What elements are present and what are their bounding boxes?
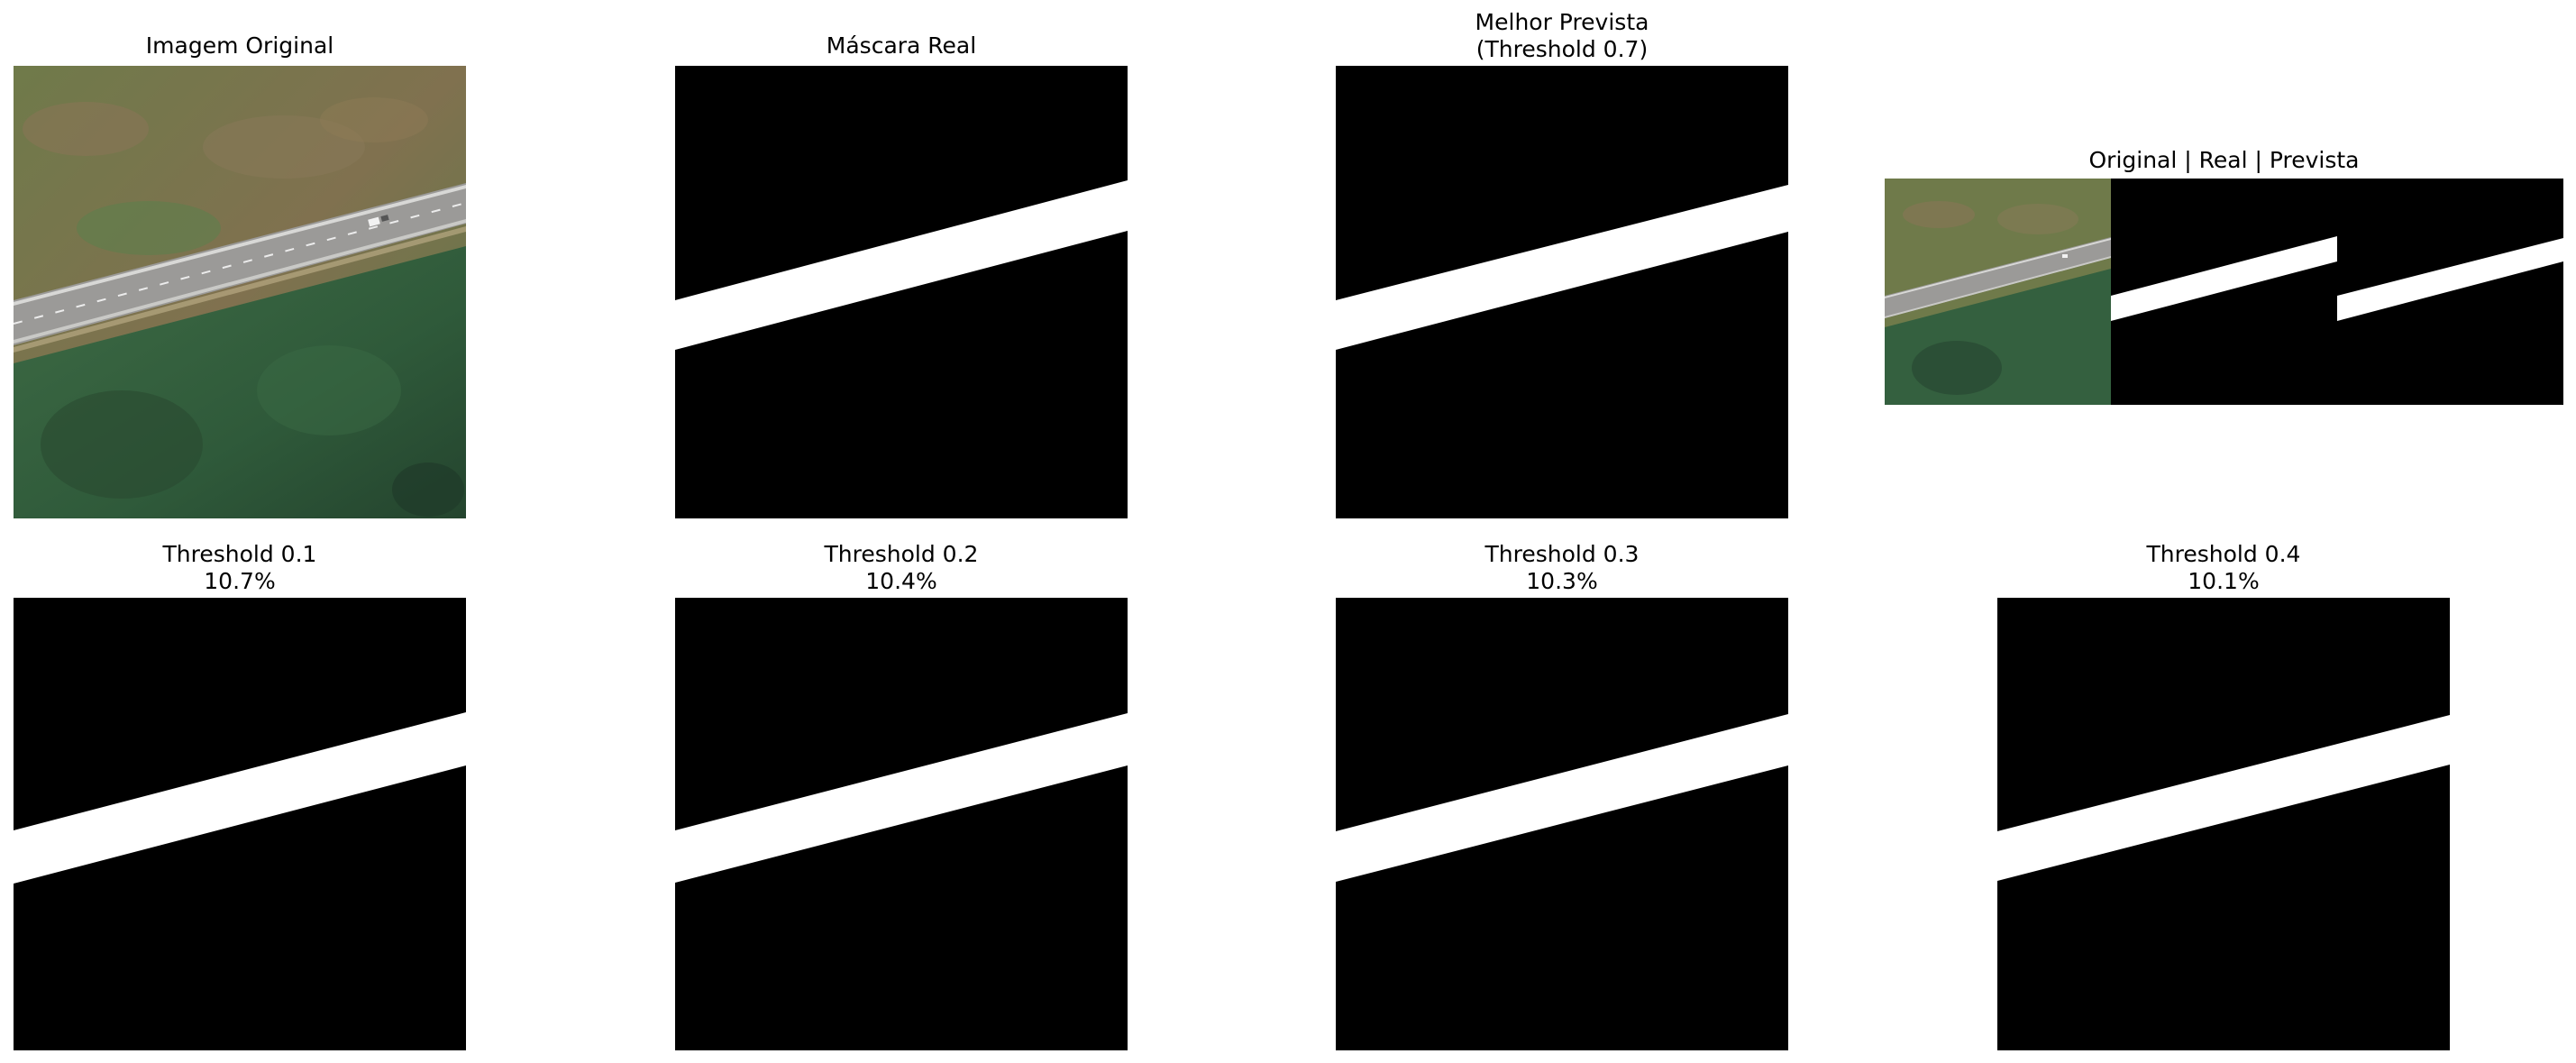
best-prediction-image xyxy=(1336,66,1788,518)
mask-real-image xyxy=(675,66,1128,518)
threshold-2-image xyxy=(675,598,1128,1050)
threshold-4-image xyxy=(1997,598,2450,1050)
threshold-3-image xyxy=(1336,598,1788,1050)
threshold-1-image xyxy=(14,598,466,1050)
threshold-3-title: Threshold 0.3 10.3% xyxy=(1484,541,1640,594)
threshold-1-title: Threshold 0.1 10.7% xyxy=(162,541,317,594)
threshold-4-title: Threshold 0.4 10.1% xyxy=(2146,541,2301,594)
original-title: Imagem Original xyxy=(145,32,334,59)
threshold-2-title: Threshold 0.2 10.4% xyxy=(824,541,979,594)
mask-real-title: Máscara Real xyxy=(826,32,977,59)
original-aerial-image xyxy=(14,66,466,518)
combo-image xyxy=(1885,179,2563,405)
combo-title: Original | Real | Prevista xyxy=(2088,147,2360,173)
best-prediction-title: Melhor Prevista (Threshold 0.7) xyxy=(1475,9,1649,62)
